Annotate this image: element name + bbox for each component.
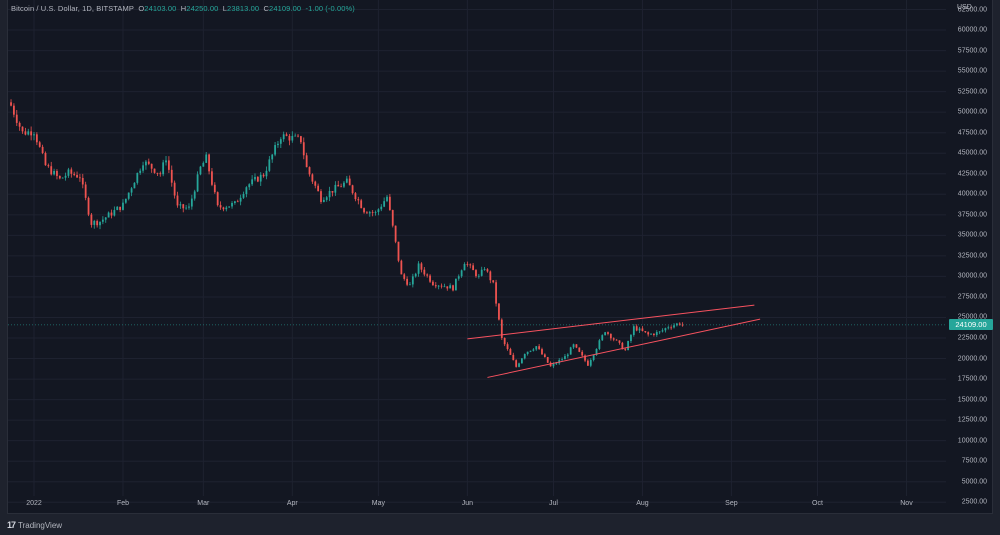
price-tick: 5000.00: [961, 478, 987, 486]
chart-panel[interactable]: [7, 0, 993, 514]
symbol-legend: Bitcoin / U.S. Dollar, 1D, BITSTAMP O241…: [11, 4, 355, 13]
price-tick: 17500.00: [957, 375, 987, 383]
price-tick: 60000.00: [957, 26, 987, 34]
price-tick: 20000.00: [957, 355, 987, 363]
price-tick: 22500.00: [957, 334, 987, 342]
symbol-title: Bitcoin / U.S. Dollar, 1D, BITSTAMP: [11, 4, 134, 13]
price-tick: 2500.00: [961, 498, 987, 506]
price-tick: 25000.00: [957, 313, 987, 321]
price-tick: 50000.00: [957, 108, 987, 116]
price-tick: 62500.00: [957, 6, 987, 13]
price-tick: 47500.00: [957, 129, 987, 137]
time-tick: May: [371, 500, 386, 507]
time-tick: Mar: [197, 500, 210, 507]
price-tick: 30000.00: [957, 272, 987, 280]
time-tick: Apr: [286, 500, 298, 507]
open-value: 24103.00: [144, 4, 177, 13]
close-value: 24109.00: [269, 4, 302, 13]
currency-label: USD: [957, 4, 972, 11]
price-tick: 42500.00: [957, 170, 987, 178]
price-tick: 35000.00: [957, 231, 987, 239]
price-axis[interactable]: 62500.00 60000.00 57500.00 55000.00 52500.00…: [947, 0, 993, 506]
price-tick: 12500.00: [957, 416, 987, 424]
price-tick: 55000.00: [957, 67, 987, 75]
price-tick: 57500.00: [957, 47, 987, 55]
price-tick: 45000.00: [957, 149, 987, 157]
price-tick: 27500.00: [957, 293, 987, 301]
time-tick: Nov: [900, 500, 913, 507]
time-tick: Sep: [725, 500, 738, 507]
trendline-lower: [487, 318, 761, 378]
time-tick: Jul: [548, 500, 558, 507]
price-tick: 52500.00: [957, 88, 987, 96]
time-axis[interactable]: 2022 Feb Mar Apr May Jun Jul Aug Sep Oct Nov: [8, 497, 947, 513]
footer: 17 TradingView: [7, 518, 62, 532]
time-tick: Feb: [116, 500, 129, 507]
time-tick: Oct: [812, 500, 823, 507]
time-tick: Jun: [461, 500, 474, 507]
change-value: -1.00 (-0.00%): [305, 4, 355, 13]
brand-name: TradingView: [18, 520, 63, 530]
high-value: 24250.00: [186, 4, 219, 13]
time-tick: Aug: [636, 500, 649, 507]
price-tick: 32500.00: [957, 252, 987, 260]
price-tick: 37500.00: [957, 211, 987, 219]
last-price-label: 24109.00: [949, 319, 993, 331]
price-tick: 10000.00: [957, 437, 987, 445]
tradingview-logo-icon: 17: [7, 520, 16, 530]
time-tick: 2022: [26, 500, 42, 507]
low-value: 23813.00: [227, 4, 260, 13]
price-tick: 7500.00: [961, 457, 987, 465]
trendline-upper: [467, 304, 755, 340]
price-tick: 15000.00: [957, 396, 987, 404]
price-tick: 40000.00: [957, 190, 987, 198]
